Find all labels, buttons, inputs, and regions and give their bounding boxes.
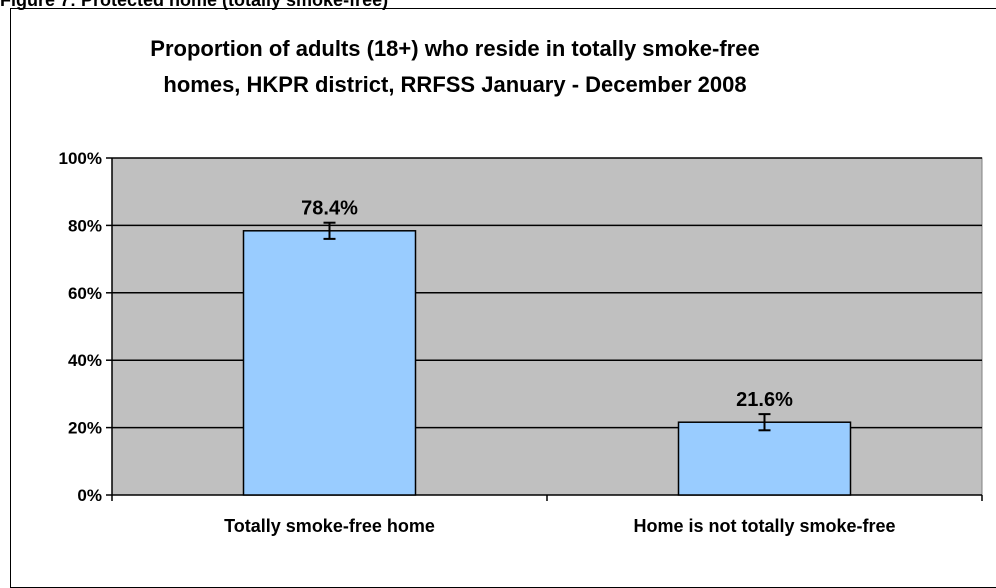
category-label-0: Totally smoke-free home bbox=[224, 516, 435, 536]
y-tick-label-60: 60% bbox=[68, 284, 102, 303]
bar-1 bbox=[677, 421, 852, 496]
y-tick-label-100: 100% bbox=[59, 149, 102, 168]
y-tick-label-40: 40% bbox=[68, 351, 102, 370]
plot-area bbox=[111, 157, 983, 496]
category-label-1: Home is not totally smoke-free bbox=[633, 516, 895, 536]
data-label-0: 78.4% bbox=[301, 198, 358, 220]
chart-title-line-1: Proportion of adults (18+) who reside in… bbox=[150, 36, 760, 61]
bar-chart: 0% 20% 40% 60% 80% 100% 78.4% Totally smoke-fre… bbox=[59, 149, 983, 536]
y-tick-label-0: 0% bbox=[77, 486, 102, 505]
data-label-1: 21.6% bbox=[736, 389, 793, 411]
figure-caption: Figure 7: Protected home (totally smoke-… bbox=[0, 0, 389, 10]
y-tick-label-80: 80% bbox=[68, 216, 102, 235]
chart-title-line-2: homes, HKPR district, RRFSS January - De… bbox=[163, 72, 747, 97]
bar-0 bbox=[242, 230, 417, 496]
y-tick-label-20: 20% bbox=[68, 419, 102, 438]
